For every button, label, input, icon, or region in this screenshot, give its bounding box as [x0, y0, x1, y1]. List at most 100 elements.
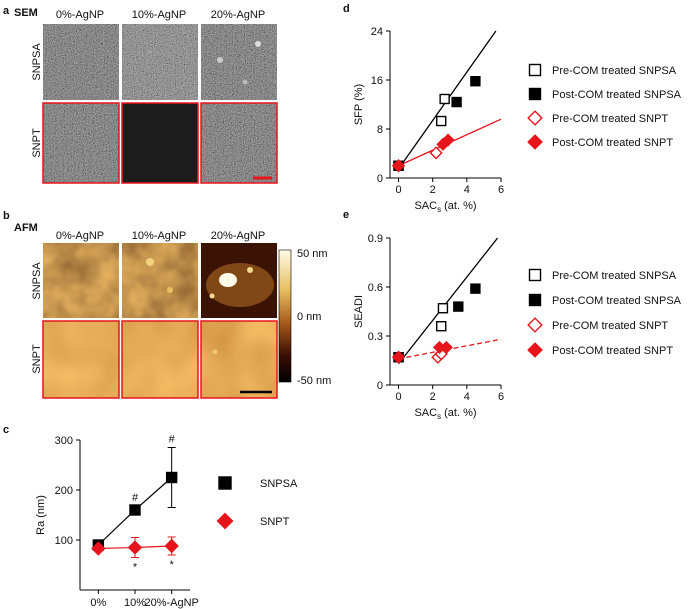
- legend-marker: [527, 317, 543, 333]
- y-tick-label: 8: [377, 124, 383, 136]
- sem-image: [201, 24, 277, 100]
- column-label: 10%-AgNP: [132, 9, 186, 21]
- afm-image: [43, 243, 119, 318]
- image-border: [42, 320, 120, 399]
- data-point: [437, 303, 449, 314]
- annotation: *: [170, 559, 175, 571]
- data-point: [441, 133, 455, 147]
- legend-label: Post-COM treated SNPT: [552, 345, 673, 357]
- data-point: [453, 301, 464, 312]
- data-point: [451, 96, 462, 108]
- x-tick-label: 4: [464, 391, 470, 403]
- x-axis-label-part: (at. %): [441, 200, 476, 212]
- y-tick-label: 24: [371, 26, 383, 38]
- x-axis-label: SACs (at. %): [414, 407, 476, 421]
- column-label: 10%-AgNP: [132, 230, 186, 242]
- sem-image: [43, 24, 119, 100]
- x-axis-label-part: (at. %): [441, 407, 476, 419]
- annotation: *: [133, 562, 138, 574]
- y-tick-label: 300: [55, 435, 73, 447]
- afm-feature: [206, 263, 274, 307]
- image-border: [121, 320, 199, 399]
- data-point: [439, 340, 453, 355]
- data-point: [91, 541, 106, 556]
- column-label: 20%-AgNP: [211, 9, 265, 21]
- y-tick-label: 0: [377, 173, 383, 185]
- y-axis-label: SEADI: [353, 295, 365, 328]
- data-point: [391, 350, 406, 364]
- column-label: 20%-AgNP: [211, 230, 265, 242]
- x-tick-label: 20%-AgNP: [144, 597, 198, 609]
- legend-label: Pre-COM treated SNPT: [552, 113, 668, 125]
- x-tick-label: 0: [395, 184, 401, 196]
- data-point: [470, 283, 481, 294]
- legend-label: Post-COM treated SNPSA: [552, 295, 682, 307]
- particle: [146, 258, 154, 266]
- image-border: [42, 102, 120, 184]
- image-border: [200, 320, 278, 399]
- data-point: [127, 540, 143, 555]
- legend-marker: [528, 63, 542, 77]
- legend-label: Pre-COM treated SNPSA: [552, 65, 677, 77]
- x-tick-label: 4: [464, 184, 470, 196]
- data-point: [165, 471, 178, 484]
- x-tick-label: 2: [430, 184, 436, 196]
- x-axis-label-subscript: s: [437, 412, 441, 421]
- afm-image: [201, 321, 277, 398]
- y-tick-label: 0.6: [368, 282, 383, 294]
- x-tick-label: 0: [395, 391, 401, 403]
- sem-image: [122, 103, 198, 183]
- legend-label: Post-COM treated SNPSA: [552, 89, 682, 101]
- afm-image: [122, 321, 198, 398]
- afm-image: [122, 243, 198, 318]
- x-tick-label: 2: [430, 391, 436, 403]
- legend-label: Post-COM treated SNPT: [552, 137, 673, 149]
- legend-label: SNPSA: [260, 478, 298, 490]
- legend-label: SNPT: [260, 516, 290, 528]
- y-axis-label: SFP (%): [353, 84, 365, 125]
- y-tick-label: 0.9: [368, 233, 383, 245]
- x-tick-label: 6: [498, 184, 504, 196]
- x-axis-label-subscript: s: [437, 205, 441, 214]
- data-point: [436, 115, 447, 127]
- particle: [148, 50, 152, 54]
- row-label: SNPT: [31, 344, 43, 374]
- colorbar-label: -50 nm: [297, 375, 331, 387]
- legend-label: Pre-COM treated SNPSA: [552, 270, 677, 282]
- panel-title: SEM: [14, 7, 38, 19]
- image-border: [200, 102, 278, 184]
- legend-marker: [527, 134, 543, 150]
- column-label: 0%-AgNP: [56, 9, 104, 21]
- colorbar: [278, 249, 292, 383]
- column-label: 0%-AgNP: [56, 230, 104, 242]
- particle: [255, 41, 261, 47]
- data-point: [164, 538, 179, 554]
- x-tick-label: 6: [498, 391, 504, 403]
- legend-marker: [218, 476, 232, 490]
- panel-letter: c: [3, 424, 9, 436]
- legend-marker: [527, 342, 543, 358]
- panel-letter: d: [343, 3, 350, 15]
- panel-title: AFM: [14, 222, 38, 234]
- sem-image: [42, 102, 120, 184]
- colorbar-label: 50 nm: [297, 248, 328, 260]
- afm-image: [43, 321, 119, 398]
- annotation: #: [169, 434, 176, 446]
- data-point: [429, 146, 443, 160]
- x-axis-label: SACs (at. %): [414, 200, 476, 214]
- afm-images: [42, 243, 292, 399]
- particle: [247, 267, 253, 273]
- sem-images: [42, 24, 278, 184]
- sem-image: [122, 24, 198, 100]
- panel-letter: b: [3, 210, 10, 222]
- y-tick-label: 0.3: [368, 331, 383, 343]
- particle: [212, 349, 218, 355]
- annotation: #: [132, 492, 139, 504]
- data-point: [470, 76, 481, 87]
- afm-feature: [219, 273, 237, 287]
- colorbar-label: 0 nm: [297, 311, 321, 323]
- data-point: [129, 504, 141, 516]
- particle: [242, 79, 248, 85]
